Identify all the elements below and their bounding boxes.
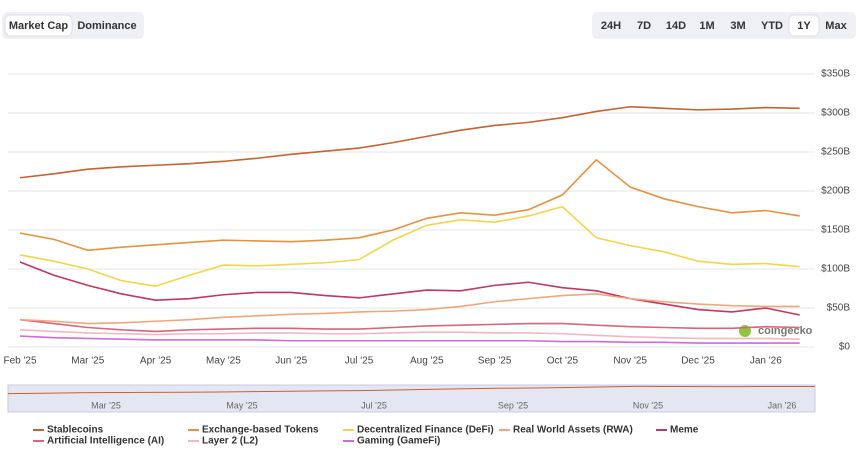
series-line — [19, 158, 800, 252]
x-tick-label: Feb '25 — [3, 356, 36, 367]
navigator — [7, 384, 816, 413]
navigator-label: May '25 — [226, 400, 257, 410]
series-line — [19, 105, 800, 179]
range-active — [788, 14, 820, 37]
navigator-label: Nov '25 — [633, 400, 663, 410]
y-tick-label: $150B — [821, 225, 850, 236]
series-line — [19, 329, 800, 340]
legend-label[interactable]: Stablecoins — [47, 425, 104, 436]
series-line — [19, 261, 800, 316]
y-tick-label: $350B — [821, 69, 850, 80]
range-button[interactable]: 3M — [730, 20, 745, 32]
x-tick-label: Sep '25 — [478, 356, 512, 367]
series-line — [19, 318, 800, 333]
legend-label[interactable]: Layer 2 (L2) — [202, 436, 258, 447]
legend-label[interactable]: Meme — [670, 425, 699, 436]
range-button[interactable]: Max — [825, 20, 847, 32]
range-button[interactable]: YTD — [761, 20, 783, 32]
y-tick-label: $300B — [821, 108, 850, 119]
tab[interactable]: Dominance — [77, 20, 136, 32]
x-tick-label: Aug '25 — [410, 356, 444, 367]
range-button[interactable]: 7D — [637, 20, 651, 32]
x-tick-label: Mar '25 — [71, 356, 104, 367]
y-tick-label: $250B — [821, 147, 850, 158]
legend-label[interactable]: Gaming (GameFi) — [357, 436, 440, 447]
tab[interactable]: Market Cap — [9, 20, 69, 32]
navigator-label: Jan '26 — [768, 400, 797, 410]
tab-active — [4, 14, 73, 37]
x-tick-label: Apr '25 — [140, 356, 172, 367]
range-button[interactable]: 1M — [699, 20, 714, 32]
series-line — [19, 205, 800, 287]
x-tick-label: Nov '25 — [613, 356, 647, 367]
y-tick-label: $200B — [821, 186, 850, 197]
series-line — [19, 293, 800, 325]
range-button[interactable]: 14D — [666, 20, 686, 32]
x-tick-label: Jul '25 — [345, 356, 374, 367]
x-tick-label: Dec '25 — [681, 356, 715, 367]
navigator-label: Jul '25 — [361, 400, 387, 410]
navigator-line — [7, 385, 816, 395]
legend-label[interactable]: Real World Assets (RWA) — [513, 425, 633, 436]
x-tick-label: Jan '26 — [750, 356, 782, 367]
y-tick-label: $0 — [839, 342, 851, 353]
y-tick-label: $100B — [821, 264, 850, 275]
range-button[interactable]: 24H — [601, 20, 621, 32]
x-tick-label: May '25 — [206, 356, 241, 367]
series-line — [19, 335, 800, 344]
x-tick-label: Oct '25 — [547, 356, 579, 367]
navigator-label: Sep '25 — [498, 400, 528, 410]
range-button[interactable]: 1Y — [797, 20, 811, 32]
navigator-label: Mar '25 — [91, 400, 121, 410]
y-tick-label: $50B — [827, 303, 851, 314]
legend-label[interactable]: Artificial Intelligence (AI) — [47, 436, 164, 447]
legend-label[interactable]: Decentralized Finance (DeFi) — [357, 425, 494, 436]
x-tick-label: Jun '25 — [275, 356, 307, 367]
legend-label[interactable]: Exchange-based Tokens — [202, 425, 319, 436]
